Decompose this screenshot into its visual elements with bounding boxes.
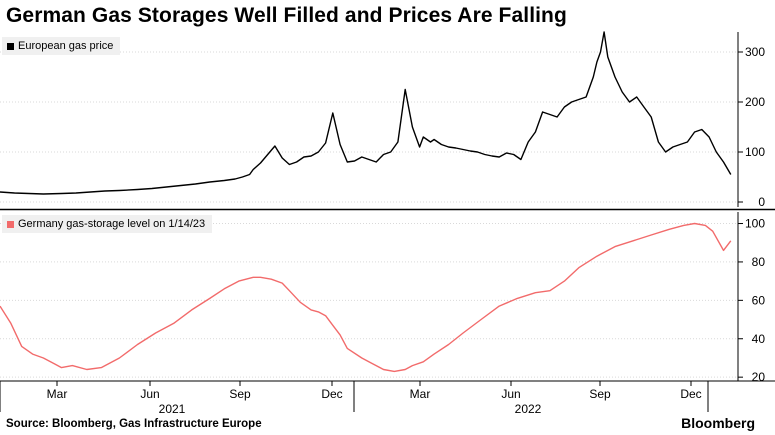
legend-storage-swatch [7,220,14,228]
price-series-line [0,31,732,195]
y-tick-label: 200 [745,95,765,109]
y-tick-label: 80 [752,255,766,269]
legend-price-label: European gas price [18,40,114,52]
x-tick-label: Mar [47,387,68,401]
y-tick-label: 40 [752,332,766,346]
y-tick-label: 100 [745,217,765,231]
x-tick-label: Jun [140,387,159,401]
storage-series-line [0,222,732,373]
legend-storage: Germany gas-storage level on 1/14/23 [2,215,213,233]
x-tick-label: Jun [501,387,520,401]
y-tick-label: 20 [752,370,766,384]
year-label: 2021 [159,402,186,416]
bloomberg-logo: Bloomberg [681,415,755,431]
legend-price-swatch [7,42,14,50]
y-tick-label: 0 [758,195,765,209]
year-label: 2022 [515,402,542,416]
y-tick-label: 100 [745,145,765,159]
chart-title: German Gas Storages Well Filled and Pric… [6,4,567,27]
source-note: Source: Bloomberg, Gas Infrastructure Eu… [6,418,262,430]
legend-storage-label: Germany gas-storage level on 1/14/23 [18,218,206,230]
y-tick-label: 60 [752,293,766,307]
y-tick-label: 300 [745,45,765,59]
x-tick-label: Sep [229,387,251,401]
x-tick-label: Mar [410,387,431,401]
x-tick-label: Sep [589,387,611,401]
x-tick-label: Dec [321,387,342,401]
x-tick-label: Dec [680,387,701,401]
legend-price: European gas price [2,37,121,55]
